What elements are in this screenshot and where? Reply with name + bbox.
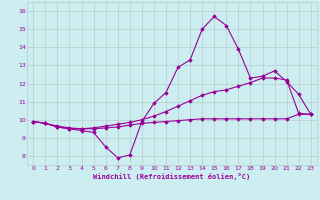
X-axis label: Windchill (Refroidissement éolien,°C): Windchill (Refroidissement éolien,°C) xyxy=(93,173,251,180)
